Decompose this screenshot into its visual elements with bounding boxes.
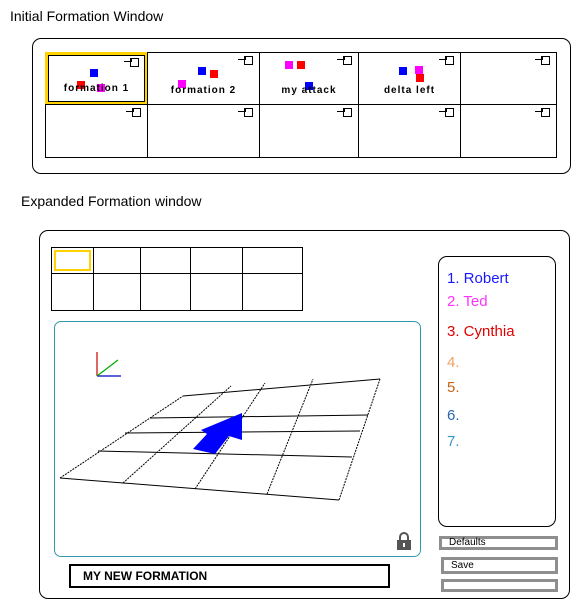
direction-arrow[interactable] — [193, 413, 242, 454]
roster-item-number: 3. — [447, 323, 460, 340]
mini-formation-slot[interactable] — [93, 273, 141, 311]
roster-item-number: 5. — [447, 379, 460, 396]
mini-slot-selected-highlight — [54, 250, 91, 271]
roster-item[interactable]: 1. Robert — [447, 270, 509, 287]
roster-item-number: 7. — [447, 433, 460, 450]
formation-slot[interactable]: formation 1 — [45, 52, 148, 105]
expand-slot-icon[interactable] — [124, 58, 139, 67]
field-grid — [59, 378, 381, 501]
player-dot — [198, 67, 206, 75]
roster-item-name: Robert — [459, 270, 509, 287]
player-dot — [416, 74, 424, 82]
mini-formation-slot[interactable] — [93, 247, 141, 274]
formation-slot[interactable] — [259, 104, 359, 158]
formation-slot[interactable]: delta left — [358, 52, 461, 105]
initial-window-title: Initial Formation Window — [10, 8, 164, 24]
formation-name-field[interactable]: MY NEW FORMATION — [69, 564, 390, 588]
formation-slot[interactable] — [358, 104, 461, 158]
mini-formation-slot[interactable] — [190, 247, 243, 274]
expand-slot-icon[interactable] — [238, 108, 253, 117]
axes-gizmo-icon — [96, 352, 121, 377]
roster-item[interactable]: 6. — [447, 407, 460, 424]
roster-item-name: Ted — [459, 293, 488, 310]
formation-slot[interactable]: my attack — [259, 52, 359, 105]
roster-item-name: Cynthia — [459, 323, 515, 340]
formation-3d-viewport[interactable] — [54, 321, 421, 557]
expand-slot-icon[interactable] — [337, 56, 352, 65]
player-dot — [178, 80, 186, 88]
player-dot — [305, 82, 313, 90]
defaults-button[interactable]: Defaults — [439, 536, 558, 550]
mini-formation-slot[interactable] — [242, 273, 303, 311]
formation-slot-label: my attack — [281, 85, 337, 96]
lock-icon[interactable] — [396, 532, 412, 550]
save-button[interactable]: Save — [441, 557, 558, 574]
expand-slot-icon[interactable] — [535, 56, 550, 65]
player-dot — [90, 69, 98, 77]
expand-slot-icon[interactable] — [439, 56, 454, 65]
mini-formation-slot[interactable] — [51, 247, 94, 274]
roster-panel: 1. Robert 2. Ted 3. Cynthia 4. 5. 6. 7. — [438, 256, 556, 527]
defaults-button-label: Defaults — [449, 537, 486, 548]
mini-formation-slot[interactable] — [51, 273, 94, 311]
expand-slot-icon[interactable] — [238, 56, 253, 65]
roster-item[interactable]: 5. — [447, 379, 460, 396]
player-dot — [210, 70, 218, 78]
roster-item[interactable]: 3. Cynthia — [447, 323, 515, 340]
save-button-label: Save — [451, 560, 474, 571]
roster-item-number: 1. — [447, 270, 460, 287]
mini-formation-slot[interactable] — [140, 247, 191, 274]
roster-item-number: 6. — [447, 407, 460, 424]
roster-item-number: 2. — [447, 293, 460, 310]
empty-button[interactable] — [441, 579, 558, 592]
formation-slot[interactable] — [147, 104, 260, 158]
player-dot — [399, 67, 407, 75]
roster-item[interactable]: 4. — [447, 354, 460, 371]
formation-slot-label: formation 2 — [170, 85, 237, 96]
roster-item[interactable]: 2. Ted — [447, 293, 488, 310]
mini-formation-slot[interactable] — [190, 273, 243, 311]
formation-name-text: MY NEW FORMATION — [83, 569, 208, 583]
player-dot — [415, 66, 423, 74]
expand-slot-icon[interactable] — [535, 108, 550, 117]
player-dot — [97, 84, 105, 92]
expanded-window-title: Expanded Formation window — [21, 193, 202, 209]
expand-slot-icon[interactable] — [126, 108, 141, 117]
player-dot — [297, 61, 305, 69]
formation-slot-label: formation 1 — [63, 83, 130, 94]
mini-formation-slot[interactable] — [242, 247, 303, 274]
mini-formation-slot[interactable] — [140, 273, 191, 311]
formation-slot[interactable] — [45, 104, 148, 158]
expand-slot-icon[interactable] — [439, 108, 454, 117]
player-dot — [285, 61, 293, 69]
formation-slot[interactable]: formation 2 — [147, 52, 260, 105]
roster-item-number: 4. — [447, 354, 460, 371]
field-grid-svg — [59, 352, 381, 501]
formation-slot-label: delta left — [383, 85, 436, 96]
formation-slot[interactable] — [460, 104, 557, 158]
player-dot — [77, 81, 85, 89]
formation-slot[interactable] — [460, 52, 557, 105]
roster-item[interactable]: 7. — [447, 433, 460, 450]
expand-slot-icon[interactable] — [337, 108, 352, 117]
